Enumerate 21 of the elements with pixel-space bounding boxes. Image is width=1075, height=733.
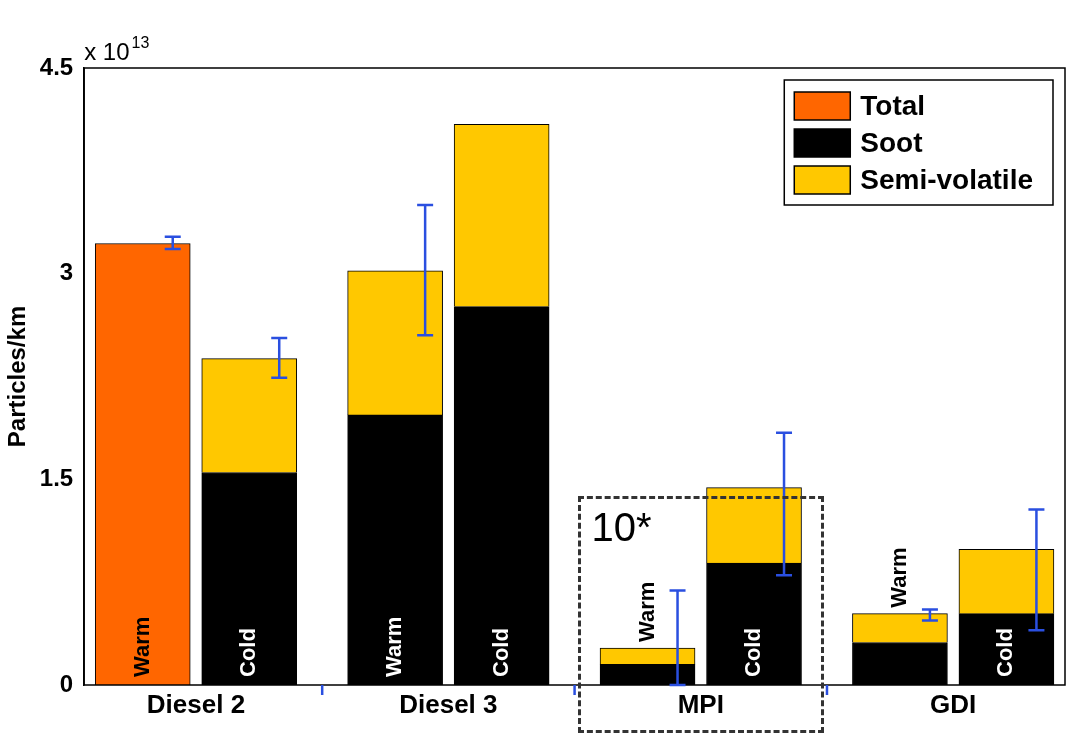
- legend-label: Soot: [860, 126, 923, 158]
- text: Diesel 2: [146, 689, 246, 720]
- text: Diesel 3: [399, 689, 498, 720]
- x-tick-label: Cold: [992, 628, 1018, 677]
- annotation: 10*: [591, 504, 652, 549]
- x-tick-label: Warm: [885, 547, 911, 608]
- x-tick-label: Cold: [235, 628, 261, 677]
- x-tick-label: Cold: [487, 628, 513, 677]
- y-tick-label: 3: [59, 258, 74, 286]
- y-tick-label: 0: [59, 669, 74, 697]
- x-tick-label: Cold: [740, 628, 766, 677]
- text: MPI: [677, 689, 724, 720]
- x-tick-label: Warm: [381, 616, 407, 677]
- y-tick-label: 1.5: [39, 463, 74, 491]
- legend-label: Semi-volatile: [860, 163, 1033, 195]
- text: GDI: [930, 689, 977, 720]
- x-tick-label: Warm: [128, 616, 154, 677]
- y-axis-title: Particles/km: [3, 305, 31, 448]
- x-tick-label: Warm: [633, 581, 659, 642]
- legend-label: Total: [860, 89, 926, 121]
- y-tick-label: 4.5: [39, 52, 74, 80]
